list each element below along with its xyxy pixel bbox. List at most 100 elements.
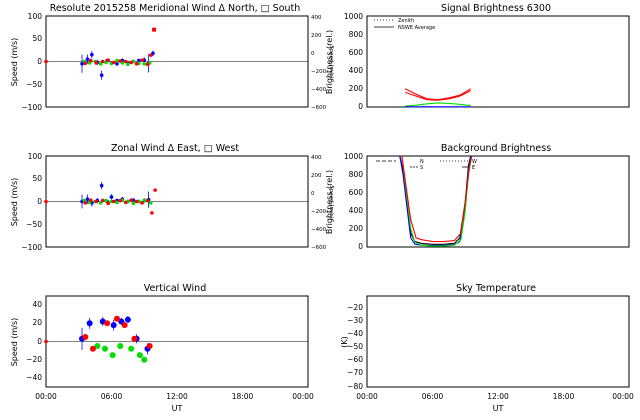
y-tick-label: 600: [349, 188, 364, 197]
y-tick-label: −80: [347, 382, 363, 391]
data-point: [131, 201, 136, 206]
y-tick-label: 200: [349, 224, 364, 233]
data-point: [134, 199, 139, 204]
zero-marker: [44, 199, 48, 204]
y2-tick-label: −400: [311, 227, 327, 233]
y2-tick-label: −600: [311, 245, 327, 251]
panel-meridional-wind: Resolute 2015258 Meridional Wind Δ North…: [10, 3, 334, 112]
legend-entry: Zenith: [398, 18, 414, 24]
data-point: [100, 59, 105, 64]
data-point: [99, 183, 104, 188]
y-tick-label: −50: [26, 220, 42, 229]
series-line: [401, 155, 473, 247]
data-point: [94, 199, 99, 204]
x-axis-label: UT: [493, 404, 504, 413]
data-point: [85, 197, 90, 202]
data-point: [111, 60, 116, 65]
data-point: [85, 57, 90, 62]
legend-entry: W: [472, 159, 477, 165]
panel-sky-temperature: Sky Temperature −20 −30 −40 −50 −60 −70 …: [340, 283, 634, 413]
y-tick-label: −50: [347, 342, 363, 351]
x-tick-label: 00:00: [612, 392, 634, 401]
y-axis-label: Speed (m/s): [10, 38, 19, 87]
series-line: [399, 155, 472, 247]
panel-vertical-wind: Vertical Wind 40 20 0 −20 −40 Speed (m/s…: [10, 283, 314, 413]
chart-title: Background Brightness: [441, 143, 551, 154]
data-point: [100, 198, 105, 203]
panel-signal-brightness: Signal Brightness 6300 1000 800 600 400 …: [325, 3, 630, 111]
y2-tick-label: −200: [311, 209, 327, 215]
data-marks: [404, 88, 471, 108]
y-tick-label: 0: [358, 102, 363, 111]
data-point: [145, 198, 150, 203]
data-point: [101, 345, 108, 352]
data-point: [117, 343, 124, 350]
y-axis-label: (K): [340, 336, 349, 348]
data-point: [98, 61, 103, 66]
y-tick-label: 50: [32, 174, 42, 183]
data-point: [110, 322, 117, 329]
y-tick-label: −20: [347, 303, 363, 312]
zero-marker: [44, 59, 48, 64]
y2-tick-label: −200: [311, 69, 327, 75]
y-tick-label: 200: [349, 84, 364, 93]
y2-tick-label: 400: [311, 15, 322, 21]
data-point: [136, 352, 143, 359]
data-point: [129, 60, 133, 65]
data-point: [115, 61, 119, 66]
chart-title: Resolute 2015258 Meridional Wind Δ North…: [50, 3, 301, 14]
x-axis-label: UT: [172, 404, 183, 413]
y-tick-label: 400: [349, 206, 364, 215]
y-tick-label: −20: [26, 355, 42, 364]
plot-frame: [366, 295, 630, 388]
data-marks: [44, 27, 157, 80]
y2-tick-label: 200: [311, 173, 322, 179]
chart-title: Vertical Wind: [144, 283, 206, 294]
y2-tick-label: 0: [311, 191, 315, 197]
series-line: [405, 102, 471, 107]
data-point: [106, 201, 111, 206]
data-point: [141, 356, 148, 363]
chart-title: Signal Brightness 6300: [441, 3, 551, 14]
data-point: [99, 73, 104, 77]
y2-tick-label: 200: [311, 33, 322, 39]
y-tick-label: −70: [347, 368, 363, 377]
y-tick-label: 1000: [344, 12, 363, 21]
data-point: [153, 188, 157, 192]
data-point: [118, 59, 123, 63]
data-point: [109, 195, 114, 199]
y-tick-label: 400: [349, 66, 364, 75]
data-point: [80, 61, 84, 66]
y-tick-label: 50: [32, 34, 42, 43]
y-axis-label: Brightness (rel.): [325, 170, 334, 234]
y-tick-label: 0: [37, 337, 42, 346]
legend-entry: NSWE Average: [398, 25, 435, 31]
data-point: [113, 315, 120, 322]
y-axis-label: Speed (m/s): [10, 318, 19, 367]
y-tick-label: −40: [26, 373, 42, 382]
data-point: [82, 333, 89, 340]
y-tick-label: −60: [347, 355, 363, 364]
data-point: [140, 58, 144, 62]
data-point: [90, 52, 94, 57]
data-point: [88, 58, 93, 63]
y-axis-label: Speed (m/s): [10, 178, 19, 227]
plot-frame: [366, 15, 630, 108]
x-tick-label: 12:00: [166, 392, 188, 401]
legend: Zenith NSWE Average: [374, 18, 435, 31]
y-tick-label: 20: [32, 318, 42, 327]
y-tick-label: 0: [358, 242, 363, 251]
data-point: [89, 345, 96, 352]
data-point: [111, 199, 116, 204]
data-point: [104, 320, 111, 327]
x-tick-label: 18:00: [553, 392, 575, 401]
legend-entry: N: [420, 159, 424, 165]
data-point: [115, 58, 119, 63]
data-point: [88, 198, 93, 202]
y2-tick-label: 400: [311, 155, 322, 161]
x-tick-label: 00:00: [35, 392, 57, 401]
x-tick-label: 00:00: [356, 392, 378, 401]
y-tick-label: 600: [349, 48, 364, 57]
data-point: [140, 201, 144, 205]
y2-axis-label: Speed (m/s): [328, 185, 334, 218]
